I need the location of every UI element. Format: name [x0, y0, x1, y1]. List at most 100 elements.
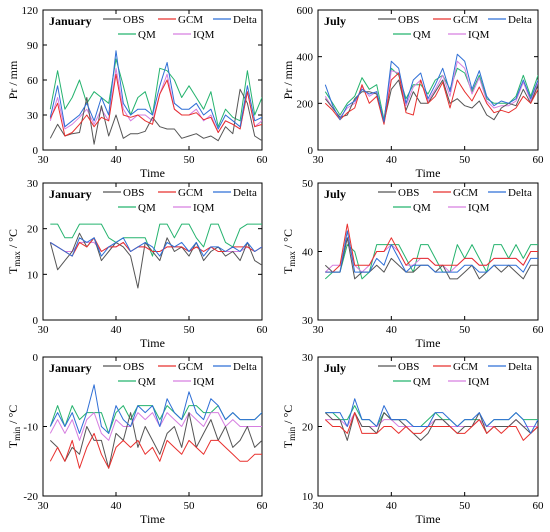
x-tick-label: 30: [38, 324, 50, 336]
series-line-obs: [49, 88, 262, 145]
series-line-obs: [324, 79, 538, 123]
y-axis-label: Pr / mm: [281, 60, 295, 99]
x-tick-label: 50: [184, 154, 196, 166]
legend-label-delta: Delta: [508, 14, 532, 26]
series-line-iqm: [49, 412, 262, 441]
series-line-qm: [49, 58, 262, 128]
series-line-qm: [324, 67, 538, 121]
panel-5: 10 20 30 30 40 50 60 Time Tmin / °C July OBS GCM Del…: [281, 352, 544, 526]
x-axis-label: Time: [416, 166, 441, 180]
y-tick-label: 0: [308, 145, 314, 157]
x-axis-label: Time: [140, 512, 165, 526]
legend: OBS GCM Delta QM IQM: [378, 187, 532, 214]
x-tick-label: 60: [533, 500, 545, 512]
legend-label-obs: OBS: [123, 14, 144, 26]
series-line-delta: [325, 398, 538, 434]
legend-label-gcm: GCM: [453, 14, 478, 26]
y-tick-label: 40: [302, 247, 314, 259]
legend-label-delta: Delta: [233, 187, 257, 199]
legend-label-obs: OBS: [398, 361, 419, 373]
legend-label-gcm: GCM: [178, 361, 203, 373]
y-tick-label: 10: [302, 491, 314, 503]
legend-label-qm: QM: [138, 202, 156, 214]
x-tick-label: 40: [386, 154, 398, 166]
y-tick-label: 0: [33, 145, 39, 157]
legend-label-gcm: GCM: [453, 361, 478, 373]
series-line-obs: [49, 412, 262, 469]
legend-label-delta: Delta: [233, 361, 257, 373]
x-tick-label: 40: [111, 324, 123, 336]
panel-3: 30 40 50 30 40 50 60 Time Tmax / °C July OBS GCM Del…: [281, 178, 544, 350]
y-tick-label: 30: [302, 352, 314, 364]
legend-label-iqm: IQM: [468, 29, 490, 41]
legend-label-obs: OBS: [398, 187, 419, 199]
legend-label-gcm: GCM: [178, 187, 203, 199]
x-tick-label: 60: [533, 324, 545, 336]
panel-2: 0 10 20 30 30 40 50 60 Time Tmax / °C January OBS GC…: [6, 178, 268, 350]
legend-label-gcm: GCM: [178, 14, 203, 26]
y-tick-label: 400: [297, 52, 314, 64]
y-axis-label: Tmin / °C: [6, 405, 22, 449]
x-axis-label: Time: [416, 512, 441, 526]
x-tick-label: 40: [111, 154, 123, 166]
x-tick-label: 60: [257, 154, 269, 166]
x-tick-label: 30: [38, 154, 50, 166]
legend-label-obs: OBS: [398, 14, 419, 26]
y-tick-label: 120: [22, 5, 39, 17]
series-line-obs: [49, 232, 262, 289]
legend-label-iqm: IQM: [193, 376, 215, 388]
y-tick-label: 10: [27, 269, 39, 281]
y-axis-label: Tmax / °C: [281, 229, 297, 274]
x-tick-label: 40: [386, 500, 398, 512]
panel-4: -20 -10 0 30 40 50 60 Time Tmin / °C January OBS GC…: [6, 352, 268, 526]
legend-label-iqm: IQM: [468, 376, 490, 388]
legend: OBS GCM Delta QM IQM: [103, 187, 257, 214]
panel-title: January: [49, 361, 92, 375]
x-tick-label: 30: [313, 324, 325, 336]
y-tick-label: 20: [27, 224, 39, 236]
series-line-gcm: [49, 432, 262, 469]
legend-label-qm: QM: [138, 376, 156, 388]
panel-1: 0 200 400 600 30 40 50 60 Time Pr / mm July OBS GCM D…: [281, 5, 544, 180]
legend: OBS GCM Delta QM IQM: [103, 14, 257, 41]
y-tick-label: 0: [33, 315, 39, 327]
x-tick-label: 60: [257, 500, 269, 512]
legend: OBS GCM Delta QM IQM: [103, 361, 257, 388]
y-tick-label: 200: [297, 98, 314, 110]
legend-label-gcm: GCM: [453, 187, 478, 199]
series-line-qm: [324, 244, 538, 280]
x-axis-label: Time: [416, 336, 441, 350]
legend-label-delta: Delta: [508, 361, 532, 373]
y-tick-label: 90: [27, 40, 39, 52]
x-tick-label: 60: [257, 324, 269, 336]
legend-label-obs: OBS: [123, 187, 144, 199]
legend-label-iqm: IQM: [193, 202, 215, 214]
legend-label-qm: QM: [413, 202, 431, 214]
x-tick-label: 30: [38, 500, 50, 512]
y-tick-label: -20: [23, 491, 38, 503]
legend-label-qm: QM: [413, 376, 431, 388]
y-tick-label: 30: [302, 315, 314, 327]
legend-label-delta: Delta: [508, 187, 532, 199]
y-axis-label: Pr / mm: [6, 60, 20, 99]
legend: OBS GCM Delta QM IQM: [378, 361, 532, 388]
x-tick-label: 50: [184, 324, 196, 336]
y-tick-label: 60: [27, 75, 39, 87]
x-tick-label: 50: [459, 154, 471, 166]
y-tick-label: 50: [302, 178, 314, 190]
x-tick-label: 50: [459, 324, 471, 336]
x-tick-label: 40: [111, 500, 123, 512]
x-tick-label: 50: [459, 500, 471, 512]
y-axis-label: Tmin / °C: [281, 405, 297, 449]
legend-label-iqm: IQM: [468, 202, 490, 214]
series-line-gcm: [325, 223, 538, 273]
x-axis-label: Time: [140, 166, 165, 180]
x-axis-label: Time: [140, 336, 165, 350]
series-line-qm: [50, 223, 262, 257]
legend: OBS GCM Delta QM IQM: [378, 14, 532, 41]
x-tick-label: 40: [386, 324, 398, 336]
y-axis-label: Tmax / °C: [6, 229, 22, 274]
y-tick-label: 30: [27, 110, 39, 122]
